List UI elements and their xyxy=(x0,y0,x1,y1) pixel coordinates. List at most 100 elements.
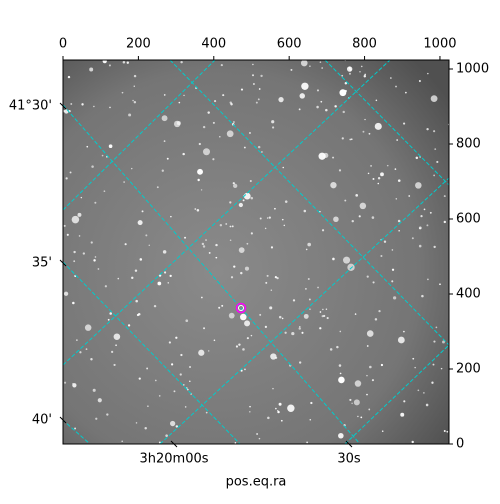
x-tick-label: 800 xyxy=(352,37,377,52)
star xyxy=(380,363,384,367)
star xyxy=(179,373,182,376)
y-tick-label: 0 xyxy=(456,437,464,452)
star xyxy=(163,140,166,142)
star xyxy=(109,312,112,315)
star xyxy=(146,367,149,370)
star xyxy=(117,277,120,280)
star xyxy=(303,209,307,213)
star xyxy=(121,91,124,94)
star xyxy=(309,308,311,310)
star xyxy=(220,63,223,67)
star xyxy=(200,189,203,191)
star xyxy=(398,229,400,232)
star xyxy=(240,88,244,91)
star xyxy=(81,103,84,106)
star xyxy=(234,442,237,444)
star xyxy=(257,98,260,101)
star xyxy=(405,91,407,94)
star xyxy=(218,306,221,309)
star xyxy=(332,257,335,261)
star xyxy=(287,404,295,412)
star xyxy=(238,343,241,346)
star xyxy=(107,318,110,321)
star xyxy=(97,398,102,403)
star xyxy=(412,357,415,360)
star xyxy=(298,108,301,111)
star xyxy=(274,207,276,210)
star xyxy=(165,434,168,437)
star xyxy=(317,286,319,289)
star xyxy=(132,99,134,102)
star xyxy=(403,400,406,403)
star xyxy=(354,380,362,387)
star xyxy=(229,239,232,242)
star xyxy=(250,334,253,337)
star xyxy=(104,285,107,288)
star xyxy=(256,433,258,435)
star xyxy=(278,402,282,406)
star xyxy=(341,137,344,140)
star xyxy=(426,224,429,227)
star xyxy=(380,255,383,258)
star xyxy=(391,280,394,283)
star xyxy=(309,65,311,67)
y-tick-label: 600 xyxy=(456,212,481,227)
star xyxy=(169,274,172,278)
star xyxy=(362,130,365,133)
star xyxy=(85,348,88,351)
ra-tick xyxy=(170,440,178,448)
star xyxy=(90,358,93,361)
star xyxy=(267,416,270,420)
star xyxy=(133,74,137,78)
star xyxy=(322,308,324,311)
star xyxy=(270,289,273,291)
star xyxy=(205,239,207,241)
star xyxy=(432,363,435,366)
star xyxy=(377,182,380,185)
star xyxy=(70,103,73,105)
star xyxy=(194,208,197,210)
star xyxy=(242,348,245,351)
star xyxy=(408,195,411,197)
star xyxy=(397,219,401,223)
star xyxy=(212,158,215,161)
star xyxy=(371,216,375,219)
star xyxy=(79,351,82,354)
star xyxy=(374,318,378,321)
star xyxy=(73,250,76,254)
wcs-grid xyxy=(63,60,449,444)
x-tick-label: 600 xyxy=(277,37,302,52)
star xyxy=(184,236,187,239)
star xyxy=(228,312,235,319)
star xyxy=(80,196,83,199)
dec-tick-label: 35' xyxy=(32,256,52,271)
star xyxy=(189,380,191,383)
dec-tick xyxy=(59,102,67,110)
star xyxy=(325,308,328,310)
star xyxy=(91,165,94,168)
star xyxy=(77,212,82,217)
star xyxy=(229,201,232,204)
star xyxy=(183,94,185,97)
star xyxy=(427,72,429,75)
star xyxy=(95,417,98,420)
star xyxy=(270,353,277,360)
star xyxy=(124,243,127,246)
star xyxy=(133,85,135,88)
star xyxy=(148,244,150,247)
star xyxy=(343,256,351,264)
star xyxy=(134,269,138,272)
star xyxy=(240,369,243,372)
star xyxy=(423,392,425,394)
frame xyxy=(62,59,450,445)
star xyxy=(439,283,441,286)
x-tick-label: 200 xyxy=(126,37,151,52)
star xyxy=(366,345,369,347)
star xyxy=(208,251,211,254)
star xyxy=(368,132,371,135)
star xyxy=(442,340,445,344)
star xyxy=(391,249,394,251)
star xyxy=(329,348,333,351)
star xyxy=(131,167,133,170)
star xyxy=(97,268,100,270)
